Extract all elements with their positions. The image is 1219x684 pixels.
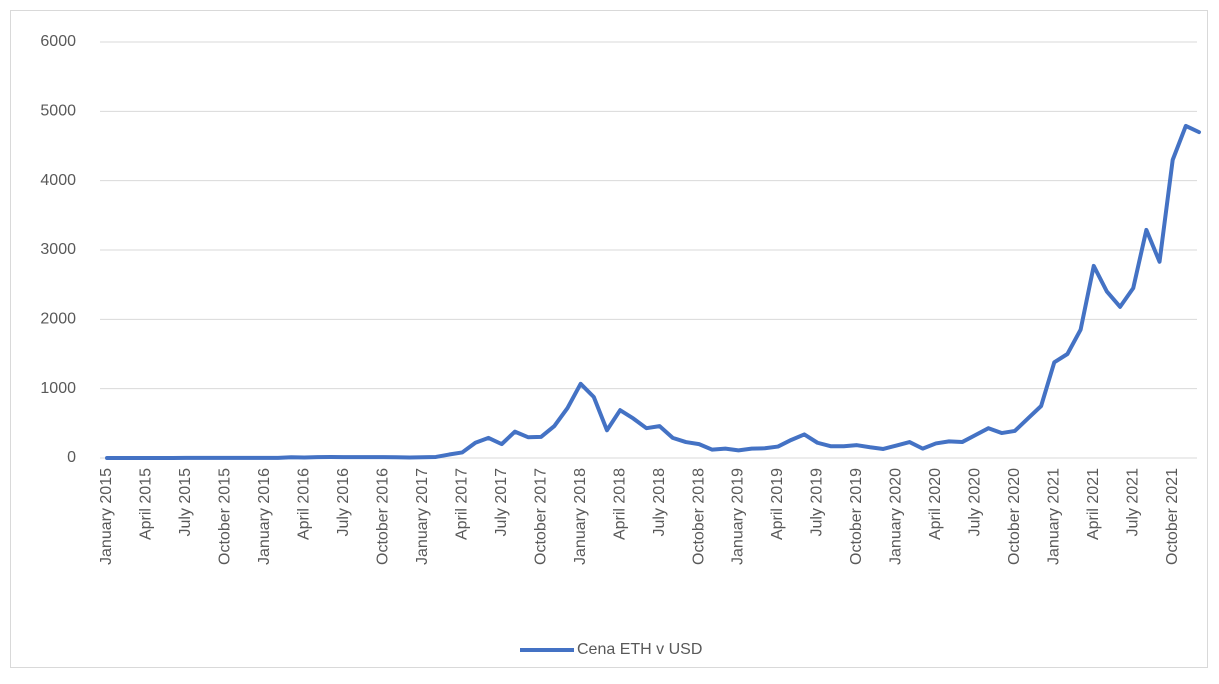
x-tick-label: January 2016	[256, 468, 273, 565]
x-tick-label: April 2019	[769, 468, 786, 540]
chart-border	[10, 10, 1208, 668]
x-tick-label: July 2021	[1124, 468, 1141, 537]
y-tick-label: 6000	[40, 33, 76, 50]
x-tick-label: October 2019	[848, 468, 865, 565]
y-tick-label: 4000	[40, 172, 76, 189]
x-tick-label: April 2018	[611, 468, 628, 540]
x-tick-label: January 2020	[888, 468, 905, 565]
x-tick-label: April 2015	[138, 468, 155, 540]
x-tick-label: January 2017	[414, 468, 431, 565]
legend-label: Cena ETH v USD	[577, 641, 702, 658]
y-tick-label: 5000	[40, 103, 76, 120]
x-tick-label: October 2016	[375, 468, 392, 565]
y-tick-label: 2000	[40, 311, 76, 328]
y-tick-label: 0	[67, 449, 76, 466]
x-tick-label: January 2019	[730, 468, 747, 565]
x-tick-label: April 2016	[296, 468, 313, 540]
x-tick-label: July 2016	[335, 468, 352, 537]
x-tick-label: October 2021	[1164, 468, 1181, 565]
line-series	[105, 123, 1201, 460]
x-tick-label: July 2019	[809, 468, 826, 537]
x-tick-label: July 2020	[967, 468, 984, 537]
x-tick-label: October 2020	[1006, 468, 1023, 565]
x-tick-label: July 2015	[177, 468, 194, 537]
x-tick-label: April 2021	[1085, 468, 1102, 540]
x-tick-label: July 2017	[493, 468, 510, 537]
x-tick-label: January 2018	[572, 468, 589, 565]
y-tick-label: 1000	[40, 380, 76, 397]
x-tick-label: October 2018	[690, 468, 707, 565]
x-tick-label: January 2021	[1045, 468, 1062, 565]
x-tick-label: October 2015	[217, 468, 234, 565]
y-tick-label: 3000	[40, 241, 76, 258]
x-tick-label: April 2020	[927, 468, 944, 540]
x-tick-label: October 2017	[532, 468, 549, 565]
x-tick-label: July 2018	[651, 468, 668, 537]
x-tick-label: January 2015	[98, 468, 115, 565]
x-tick-label: April 2017	[453, 468, 470, 540]
